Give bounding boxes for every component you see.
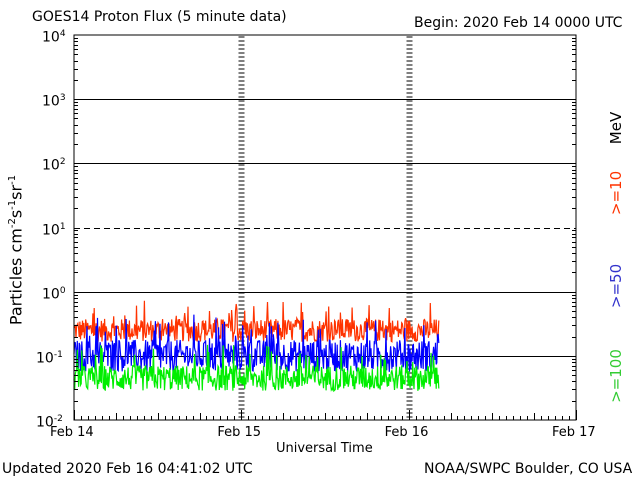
begin-time: Begin: 2020 Feb 14 0000 UTC bbox=[414, 15, 623, 31]
y-tick-label: 10-2 bbox=[36, 411, 63, 431]
y-tick-base: 10 bbox=[42, 93, 60, 110]
y-axis-label-text: Particles cm-2s-1sr-1 bbox=[7, 175, 26, 325]
x-tick-label: Feb 16 bbox=[384, 425, 429, 440]
y-tick-label: 10-1 bbox=[36, 347, 63, 367]
series-line-0 bbox=[73, 300, 440, 344]
legend-unit: MeV bbox=[607, 111, 625, 145]
y-tick-label: 102 bbox=[42, 154, 66, 174]
y-tick-label: 104 bbox=[42, 26, 66, 46]
y-tick-exponent: 4 bbox=[59, 29, 66, 39]
series-line-1 bbox=[73, 314, 440, 373]
y-tick-base: 10 bbox=[42, 286, 60, 303]
axis-ticks bbox=[74, 38, 577, 420]
y-tick-exponent: 2 bbox=[59, 157, 66, 168]
y-axis-label: Particles cm-2s-1sr-1 bbox=[6, 160, 26, 340]
chart-title: GOES14 Proton Flux (5 minute data) bbox=[32, 9, 287, 25]
y-axis-label-exponent: -1 bbox=[7, 199, 19, 210]
legend-series-ge10: >=10 bbox=[607, 170, 625, 215]
y-tick-label: 100 bbox=[42, 283, 66, 303]
plot-frame bbox=[73, 34, 577, 421]
y-tick-label: 101 bbox=[42, 219, 66, 239]
y-tick-label: 103 bbox=[42, 90, 66, 110]
y-tick-base: 10 bbox=[42, 29, 60, 46]
series-lines bbox=[73, 300, 440, 393]
y-tick-exponent: -1 bbox=[53, 349, 63, 360]
legend-ge100: >=100 bbox=[606, 343, 626, 408]
x-tick-label: Feb 17 bbox=[552, 425, 596, 440]
grid-lines bbox=[74, 36, 576, 418]
y-axis-label-exponent: -1 bbox=[7, 174, 19, 185]
y-axis-label-part: s bbox=[6, 209, 26, 219]
updated-timestamp: Updated 2020 Feb 16 04:41:02 UTC bbox=[2, 461, 253, 477]
y-tick-exponent: -2 bbox=[53, 414, 63, 424]
y-tick-exponent: 0 bbox=[59, 285, 66, 296]
y-axis-label-exponent: -2 bbox=[7, 218, 19, 229]
legend-series-ge100: >=100 bbox=[607, 348, 625, 403]
x-tick-label: Feb 14 bbox=[50, 425, 94, 440]
y-tick-base: 10 bbox=[36, 350, 54, 367]
series-line-2 bbox=[73, 344, 440, 393]
y-tick-base: 10 bbox=[42, 157, 60, 174]
y-axis-label-part: Particles cm bbox=[6, 228, 26, 326]
y-tick-base: 10 bbox=[42, 222, 60, 239]
y-tick-exponent: 3 bbox=[59, 93, 66, 104]
legend-mev: MeV bbox=[606, 108, 626, 148]
y-tick-base: 10 bbox=[36, 414, 54, 431]
x-axis-label: Universal Time bbox=[276, 441, 373, 456]
y-axis-label-part: sr bbox=[6, 184, 26, 200]
x-tick-label: Feb 15 bbox=[217, 425, 262, 440]
credit-text: NOAA/SWPC Boulder, CO USA bbox=[424, 461, 633, 477]
legend-ge10: >=10 bbox=[606, 165, 626, 220]
y-tick-exponent: 1 bbox=[59, 221, 66, 232]
legend-series-ge50: >=50 bbox=[607, 263, 625, 308]
legend-ge50: >=50 bbox=[606, 258, 626, 313]
